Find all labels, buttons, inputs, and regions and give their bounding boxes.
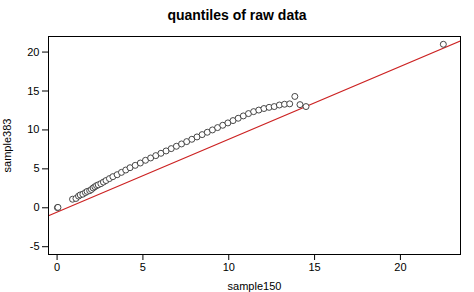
svg-text:15: 15	[308, 261, 320, 273]
svg-text:-5: -5	[30, 240, 40, 252]
svg-text:0: 0	[54, 261, 60, 273]
svg-text:5: 5	[33, 162, 39, 174]
svg-text:10: 10	[27, 123, 39, 135]
svg-text:10: 10	[223, 261, 235, 273]
html-text:quantiles of raw data: quantiles of raw data	[167, 7, 307, 23]
svg-text:20: 20	[394, 261, 406, 273]
svg-text:sample383: sample383	[1, 119, 13, 173]
svg-text:20: 20	[27, 46, 39, 58]
svg-text:15: 15	[27, 85, 39, 97]
svg-text:sample150: sample150	[228, 280, 282, 292]
svg-text:5: 5	[140, 261, 146, 273]
svg-text:0: 0	[33, 201, 39, 213]
